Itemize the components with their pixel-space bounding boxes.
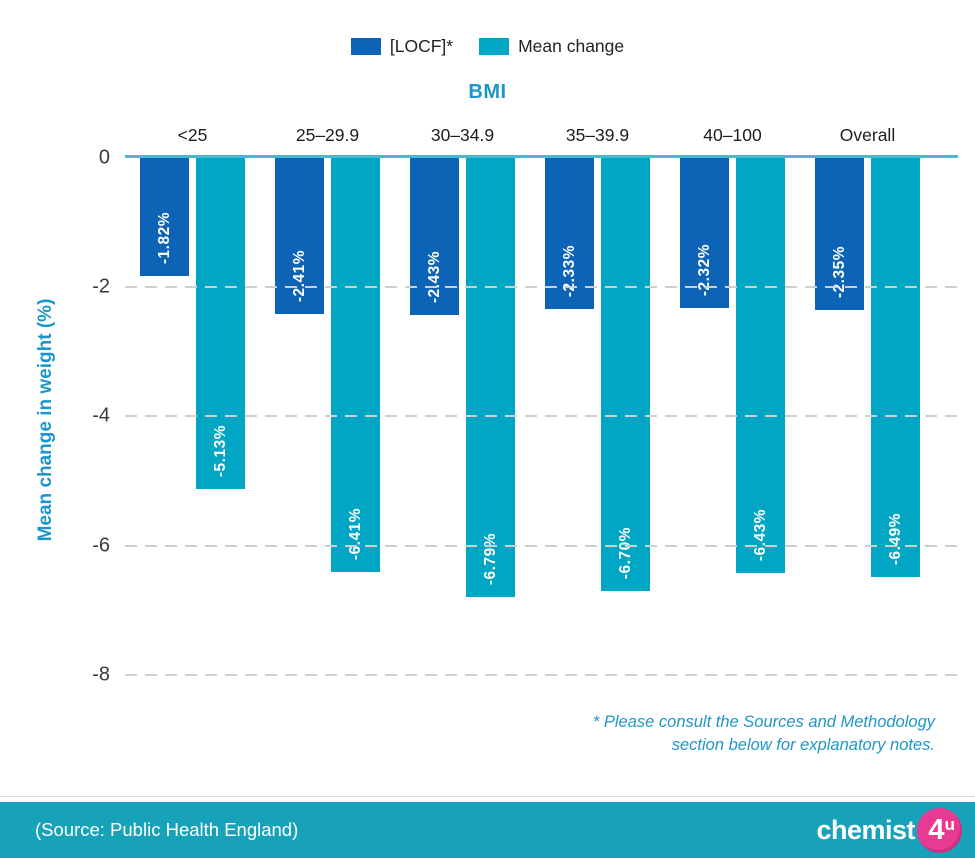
bar-locf-2: -2.43% [410, 158, 459, 315]
plot-area: <25 -1.82% -5.13% 25–29.9 -2.41% -6.41% 30–34.… [125, 125, 958, 700]
category-label-3: 35–39.9 [565, 125, 630, 145]
bar-group-0: <25 -1.82% -5.13% [125, 125, 260, 700]
bar-value-label-locf-5: -2.35% [830, 245, 848, 298]
footer-bar: (Source: Public Health England) chemist … [0, 802, 975, 858]
chemist4u-logo: chemist 4 u [816, 807, 962, 853]
y-tick-label--6: -6 [92, 534, 110, 557]
bar-pair-2: -2.43% -6.79% [395, 158, 530, 700]
bar-value-label-locf-0: -1.82% [155, 211, 173, 264]
bar-pair-1: -2.41% -6.41% [260, 158, 395, 700]
bar-group-5: Overall -2.35% -6.49% [800, 125, 935, 700]
legend-swatch-1 [479, 38, 510, 55]
bar-locf-0: -1.82% [140, 158, 189, 276]
footnote: * Please consult the Sources and Methodo… [593, 711, 935, 757]
bar-pair-4: -2.32% -6.43% [665, 158, 800, 700]
legend-swatch-0 [350, 38, 381, 55]
chart-legend: [LOCF]* Mean change [0, 36, 975, 57]
category-label-2: 30–34.9 [430, 125, 495, 145]
legend-label-1: Mean change [518, 36, 625, 56]
chart-title-bmi: BMI [468, 81, 507, 103]
footnote-line-1: * Please consult the Sources and Methodo… [592, 713, 935, 731]
gridline--8 [125, 673, 958, 676]
bar-value-label-mean-change-4: -6.43% [751, 508, 769, 561]
bar-mean-change-4: -6.43% [736, 158, 785, 573]
bar-pair-5: -2.35% -6.49% [800, 158, 935, 700]
bar-value-label-locf-1: -2.41% [290, 249, 308, 302]
bar-value-label-mean-change-0: -5.13% [211, 424, 229, 477]
gridline--4 [125, 415, 958, 418]
logo-badge-circle: 4 u [917, 807, 962, 853]
bar-locf-3: -2.33% [545, 158, 594, 309]
y-tick-label-0: 0 [98, 146, 110, 169]
category-label-4: 40–100 [703, 125, 762, 145]
bar-locf-1: -2.41% [275, 158, 324, 314]
bar-pair-0: -1.82% -5.13% [125, 158, 260, 700]
bar-group-2: 30–34.9 -2.43% -6.79% [395, 125, 530, 700]
logo-wordmark: chemist [816, 814, 915, 845]
footer-separator-line [0, 796, 975, 797]
zero-axis-line [125, 155, 958, 158]
logo-badge-letter: u [944, 814, 955, 834]
source-attribution: (Source: Public Health England) [35, 819, 299, 840]
bar-locf-4: -2.32% [680, 158, 729, 308]
gridline--2 [125, 286, 958, 289]
legend-item-0: [LOCF]* [350, 36, 454, 57]
bar-value-label-mean-change-5: -6.49% [886, 512, 904, 565]
bar-value-label-locf-3: -2.33% [560, 244, 578, 297]
category-label-5: Overall [839, 125, 896, 145]
logo-badge-number: 4 [928, 813, 945, 846]
y-tick-label--2: -2 [92, 275, 110, 298]
gridline--6 [125, 544, 958, 547]
category-label-1: 25–29.9 [295, 125, 360, 145]
bar-value-label-mean-change-2: -6.79% [481, 532, 499, 585]
legend-label-0: [LOCF]* [389, 36, 454, 56]
bar-value-label-locf-2: -2.43% [425, 250, 443, 303]
category-label-0: <25 [177, 125, 208, 145]
bar-mean-change-2: -6.79% [466, 158, 515, 597]
bar-group-3: 35–39.9 -2.33% -6.70% [530, 125, 665, 700]
bar-value-label-mean-change-3: -6.70% [616, 526, 634, 579]
bar-mean-change-3: -6.70% [601, 158, 650, 591]
bar-mean-change-1: -6.41% [331, 158, 380, 572]
bar-group-4: 40–100 -2.32% -6.43% [665, 125, 800, 700]
bar-pair-3: -2.33% -6.70% [530, 158, 665, 700]
y-tick-label--8: -8 [92, 663, 110, 686]
bar-groups-container: <25 -1.82% -5.13% 25–29.9 -2.41% -6.41% 30–34.… [125, 125, 935, 700]
footnote-line-2: section below for explanatory notes. [671, 736, 935, 755]
bar-mean-change-5: -6.49% [871, 158, 920, 577]
y-tick-label--4: -4 [92, 404, 110, 427]
bar-group-1: 25–29.9 -2.41% -6.41% [260, 125, 395, 700]
bar-locf-5: -2.35% [815, 158, 864, 310]
bar-mean-change-0: -5.13% [196, 158, 245, 489]
bar-value-label-mean-change-1: -6.41% [346, 507, 364, 560]
y-axis-title: Mean change in weight (%) [35, 298, 56, 542]
legend-item-1: Mean change [479, 36, 624, 57]
